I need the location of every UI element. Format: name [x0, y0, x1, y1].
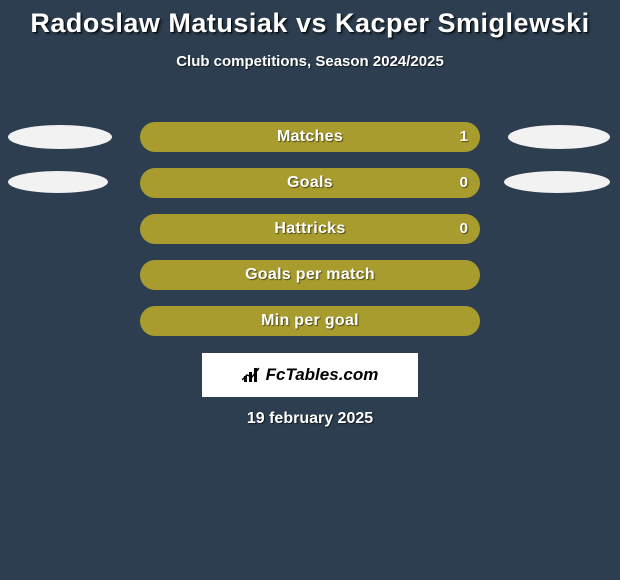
logo-text: FcTables.com — [266, 365, 379, 385]
stat-bar: Goals per match — [140, 260, 480, 290]
left-ellipse — [8, 171, 108, 193]
stat-rows: Matches1Goals0Hattricks0Goals per matchM… — [0, 122, 620, 352]
stat-label: Hattricks — [140, 220, 480, 238]
date-label: 19 february 2025 — [0, 410, 620, 428]
stat-row: Min per goal — [0, 306, 620, 336]
barchart-icon — [242, 366, 262, 384]
stat-bar: Min per goal — [140, 306, 480, 336]
right-ellipse — [504, 171, 610, 193]
stat-value: 1 — [460, 128, 468, 145]
stat-label: Min per goal — [140, 312, 480, 330]
logo-box: FcTables.com — [202, 353, 418, 397]
page-title: Radoslaw Matusiak vs Kacper Smiglewski — [0, 0, 620, 39]
stat-row: Hattricks0 — [0, 214, 620, 244]
stat-row: Goals0 — [0, 168, 620, 198]
stat-label: Goals per match — [140, 266, 480, 284]
stat-bar: Goals0 — [140, 168, 480, 198]
right-ellipse — [508, 125, 610, 149]
stat-value: 0 — [460, 174, 468, 191]
stat-label: Matches — [140, 128, 480, 146]
logo: FcTables.com — [242, 365, 379, 385]
stat-bar: Hattricks0 — [140, 214, 480, 244]
stat-row: Goals per match — [0, 260, 620, 290]
stat-value: 0 — [460, 220, 468, 237]
stat-label: Goals — [140, 174, 480, 192]
subtitle: Club competitions, Season 2024/2025 — [0, 53, 620, 70]
left-ellipse — [8, 125, 112, 149]
comparison-infographic: Radoslaw Matusiak vs Kacper Smiglewski C… — [0, 0, 620, 580]
stat-row: Matches1 — [0, 122, 620, 152]
stat-bar: Matches1 — [140, 122, 480, 152]
